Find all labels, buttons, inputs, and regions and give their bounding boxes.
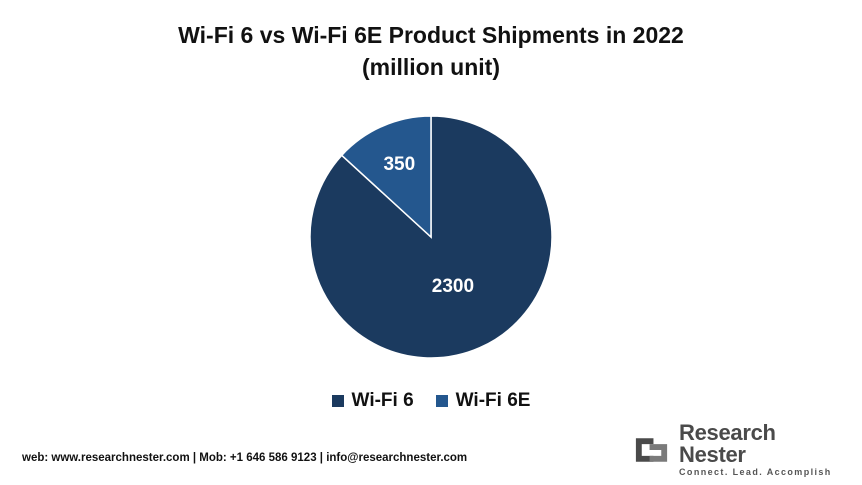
legend-label-wifi6e: Wi-Fi 6E [455,390,531,411]
legend-swatch-wifi6 [331,395,344,407]
logo-tagline: Connect. Lead. Accomplish [679,467,832,477]
legend-item-wifi6: Wi-Fi 6 [331,390,414,412]
chart-subtitle: (million unit) [362,54,500,80]
logo-name: Research Nester [679,420,776,467]
data-label-wifi6e: 350 [383,154,415,175]
pie-slice-wifi6 [309,115,553,359]
legend-item-wifi6e: Wi-Fi 6E [435,390,531,412]
chart-title: Wi-Fi 6 vs Wi-Fi 6E Product Shipments in… [178,22,684,48]
legend-swatch-wifi6e [435,395,448,407]
footer-contact: web: www.researchnester.com | Mob: +1 64… [22,452,468,464]
chart-legend: Wi-Fi 6 Wi-Fi 6E [0,390,862,412]
data-label-wifi6: 2300 [432,276,474,297]
logo-mark-icon [635,438,668,462]
research-nester-logo: Research Nester Connect. Lead. Accomplis… [632,422,844,477]
legend-label-wifi6: Wi-Fi 6 [351,390,414,411]
pie-slice-wifi6e [340,115,432,239]
